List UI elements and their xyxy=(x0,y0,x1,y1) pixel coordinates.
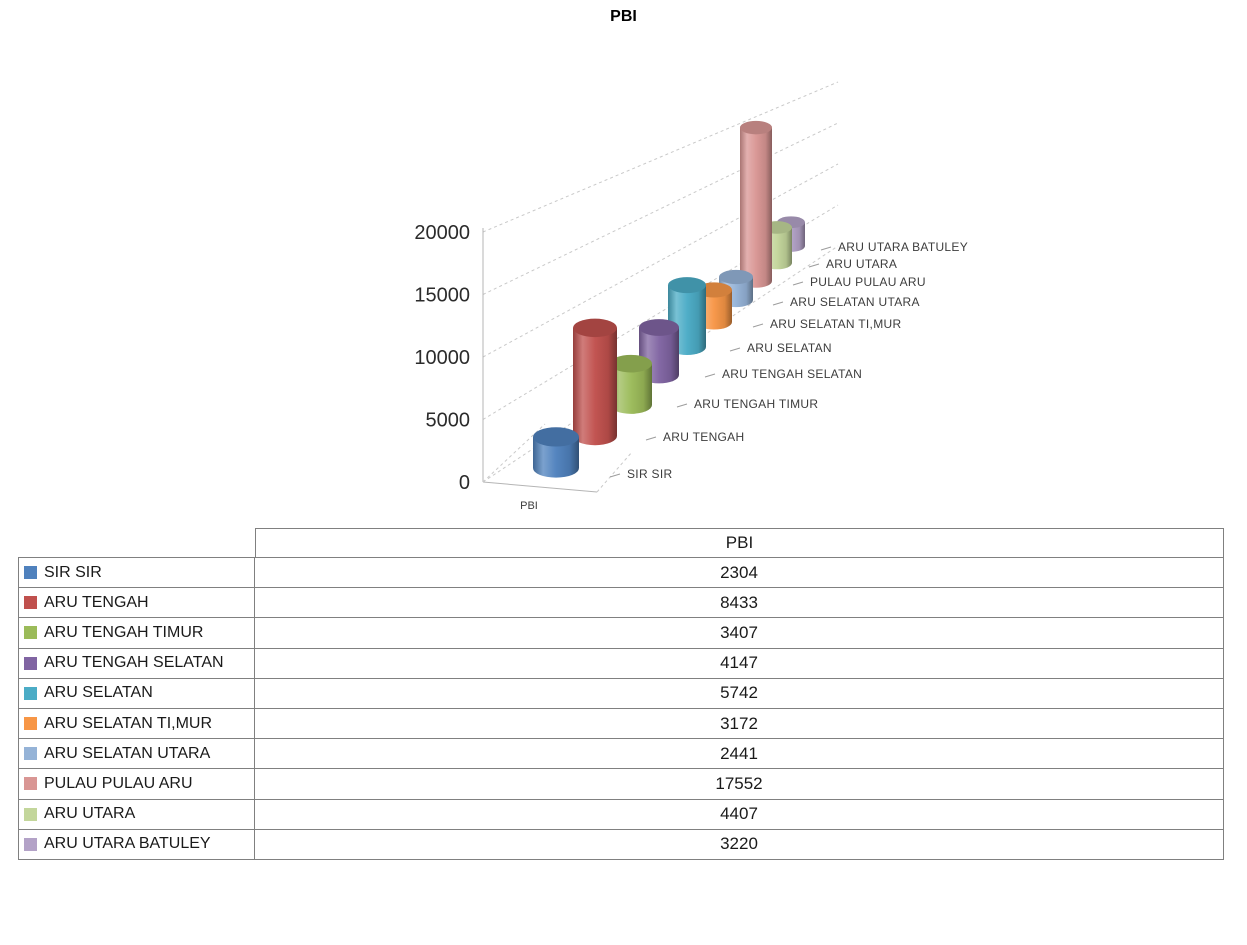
table-body: SIR SIR 2304 ARU TENGAH 8433 ARU TENGAH TIMU… xyxy=(18,557,1224,860)
row-value-cell: 2441 xyxy=(255,739,1224,769)
row-label: ARU TENGAH SELATAN xyxy=(44,654,224,672)
category-tick xyxy=(772,301,784,306)
table-row: PULAU PULAU ARU 17552 xyxy=(18,768,1224,799)
table-row: ARU UTARA BATULEY 3220 xyxy=(18,828,1224,859)
table-row: ARU UTARA 4407 xyxy=(18,798,1224,829)
row-label: ARU TENGAH TIMUR xyxy=(44,623,204,641)
series-color-swatch xyxy=(24,656,37,670)
gridline xyxy=(482,81,839,233)
table-row: ARU SELATAN TI,MUR 3172 xyxy=(18,707,1224,739)
category-tick xyxy=(645,436,657,441)
pbi-3d-cylinder-chart: 0 5000 10000 15000 20000 SIR SIR ARU TENGAH ARU… xyxy=(414,81,968,512)
category-tick xyxy=(729,347,741,352)
floor-front-edge xyxy=(482,481,598,493)
row-label: ARU SELATAN xyxy=(44,684,153,702)
row-value-cell: 8433 xyxy=(255,588,1224,618)
row-value-cell: 3172 xyxy=(255,708,1224,739)
table-row: ARU TENGAH TIMUR 3407 xyxy=(18,617,1224,648)
row-label: ARU TENGAH xyxy=(44,593,149,611)
category-label: ARU SELATAN UTARA xyxy=(790,295,920,309)
category-label: ARU TENGAH xyxy=(663,430,744,444)
table-header-value-cell: PBI xyxy=(255,528,1224,557)
category-tick xyxy=(676,403,688,408)
value-axis-tick-label: 10000 xyxy=(414,347,470,369)
data-table: PBI SIR SIR 2304 ARU TENGAH 8433 ARU TENGAH … xyxy=(18,528,1224,860)
cylinder-sir-sir xyxy=(533,427,579,478)
row-value-cell: 4147 xyxy=(255,648,1224,678)
series-color-swatch xyxy=(24,626,37,640)
value-axis-tick-label: 5000 xyxy=(426,410,471,432)
category-label: ARU TENGAH SELATAN xyxy=(722,367,862,381)
row-label-cell: ARU TENGAH TIMUR xyxy=(18,618,255,648)
row-label: ARU UTARA xyxy=(44,805,136,823)
row-label: PULAU PULAU ARU xyxy=(44,774,193,792)
series-color-swatch xyxy=(24,777,37,791)
value-axis-tick-label: 20000 xyxy=(414,222,470,244)
category-tick xyxy=(704,373,716,378)
row-label-cell: ARU SELATAN TI,MUR xyxy=(18,708,255,739)
category-label: PULAU PULAU ARU xyxy=(810,275,926,289)
table-row: ARU SELATAN UTARA 2441 xyxy=(18,738,1224,769)
row-value-cell: 4407 xyxy=(255,799,1224,829)
category-label: ARU SELATAN TI,MUR xyxy=(770,317,901,331)
gridline xyxy=(482,245,839,483)
floor-right-edge xyxy=(596,451,633,493)
row-label-cell: ARU SELATAN UTARA xyxy=(18,739,255,769)
row-value-cell: 2304 xyxy=(255,558,1224,588)
table-row: ARU SELATAN 5742 xyxy=(18,677,1224,708)
category-label: ARU UTARA xyxy=(826,257,897,271)
value-axis-tick-label: 0 xyxy=(459,472,470,494)
gridline xyxy=(482,163,839,358)
chart-title: PBI xyxy=(610,8,637,25)
category-tick xyxy=(820,246,832,251)
table-row: ARU TENGAH 8433 xyxy=(18,587,1224,618)
row-label-cell: PULAU PULAU ARU xyxy=(18,769,255,799)
row-label-cell: ARU SELATAN xyxy=(18,678,255,708)
series-axis-label: PBI xyxy=(520,500,538,512)
row-label-cell: SIR SIR xyxy=(18,558,255,588)
category-label: SIR SIR xyxy=(627,467,672,481)
row-label: ARU SELATAN UTARA xyxy=(44,744,211,762)
row-value-cell: 5742 xyxy=(255,678,1224,708)
row-value-cell: 3407 xyxy=(255,618,1224,648)
cylinder-aru-tengah xyxy=(573,318,617,446)
table-row: ARU TENGAH SELATAN 4147 xyxy=(18,647,1224,678)
row-label-cell: ARU TENGAH xyxy=(18,588,255,618)
category-tick xyxy=(792,281,804,286)
category-label: ARU SELATAN xyxy=(747,341,832,355)
row-label: ARU UTARA BATULEY xyxy=(44,835,211,853)
row-value-cell: 17552 xyxy=(255,769,1224,799)
row-label-cell: ARU UTARA xyxy=(18,799,255,829)
series-color-swatch xyxy=(24,807,37,821)
row-label-cell: ARU TENGAH SELATAN xyxy=(18,648,255,678)
category-tick xyxy=(808,263,820,268)
row-label-cell: ARU UTARA BATULEY xyxy=(18,829,255,859)
row-value-cell: 3220 xyxy=(255,829,1224,859)
series-color-swatch xyxy=(24,596,37,610)
gridline xyxy=(482,122,839,295)
floor-left-edge xyxy=(482,423,546,483)
cylinder-pulau-pulau-aru xyxy=(740,120,772,288)
category-label: ARU TENGAH TIMUR xyxy=(694,397,818,411)
category-tick xyxy=(609,473,621,478)
table-row: SIR SIR 2304 xyxy=(18,557,1224,588)
series-color-swatch xyxy=(24,837,37,851)
series-color-swatch xyxy=(24,747,37,761)
table-header-row: PBI xyxy=(18,528,1224,557)
series-color-swatch xyxy=(24,566,37,580)
row-label: SIR SIR xyxy=(44,563,102,581)
series-color-swatch xyxy=(24,717,37,731)
table-header-empty-cell xyxy=(18,528,255,557)
category-tick xyxy=(752,323,764,328)
series-color-swatch xyxy=(24,686,37,700)
value-axis-tick-label: 15000 xyxy=(414,285,470,307)
row-label: ARU SELATAN TI,MUR xyxy=(44,714,213,732)
category-label: ARU UTARA BATULEY xyxy=(838,240,968,254)
cylinder-aru-tengah-timur xyxy=(610,354,652,414)
